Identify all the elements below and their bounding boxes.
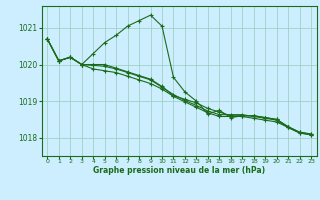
X-axis label: Graphe pression niveau de la mer (hPa): Graphe pression niveau de la mer (hPa) — [93, 166, 265, 175]
